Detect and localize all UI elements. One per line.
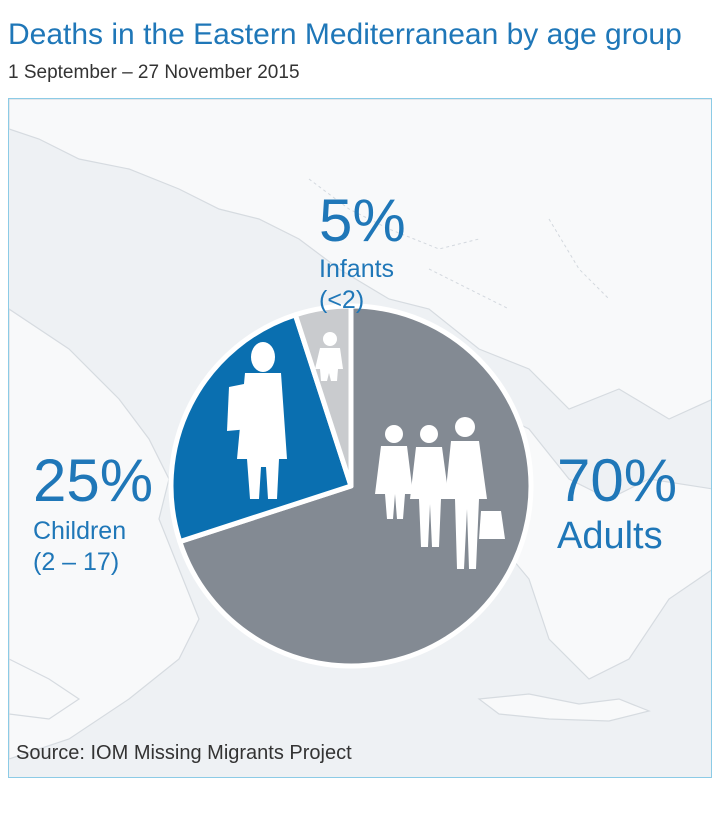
children-category: Children — [33, 517, 127, 545]
pie-chart — [168, 303, 534, 669]
child-silhouette-icon — [227, 342, 287, 499]
chart-panel: 5% Infants (<2) 25% Children (2 – 17) 70… — [8, 98, 712, 778]
adults-label: 70% Adults — [557, 447, 678, 557]
infants-age-range: (<2) — [319, 286, 365, 314]
infants-category: Infants — [319, 255, 395, 283]
children-percent: 25% — [33, 447, 154, 514]
pie-slice-adults — [177, 303, 534, 669]
chart-title: Deaths in the Eastern Mediterranean by a… — [8, 18, 682, 51]
infants-percent: 5% — [319, 187, 406, 254]
children-label: 25% Children (2 – 17) — [33, 451, 153, 575]
infants-label: 5% Infants (<2) — [319, 191, 406, 313]
chart-subtitle: 1 September – 27 November 2015 — [8, 62, 300, 83]
source-note: Source: IOM Missing Migrants Project — [16, 742, 352, 764]
adults-category: Adults — [557, 515, 663, 557]
adults-percent: 70% — [557, 447, 678, 514]
infant-silhouette-icon — [315, 332, 343, 381]
children-age-range: (2 – 17) — [33, 548, 120, 576]
adults-silhouette-icon — [375, 417, 505, 569]
